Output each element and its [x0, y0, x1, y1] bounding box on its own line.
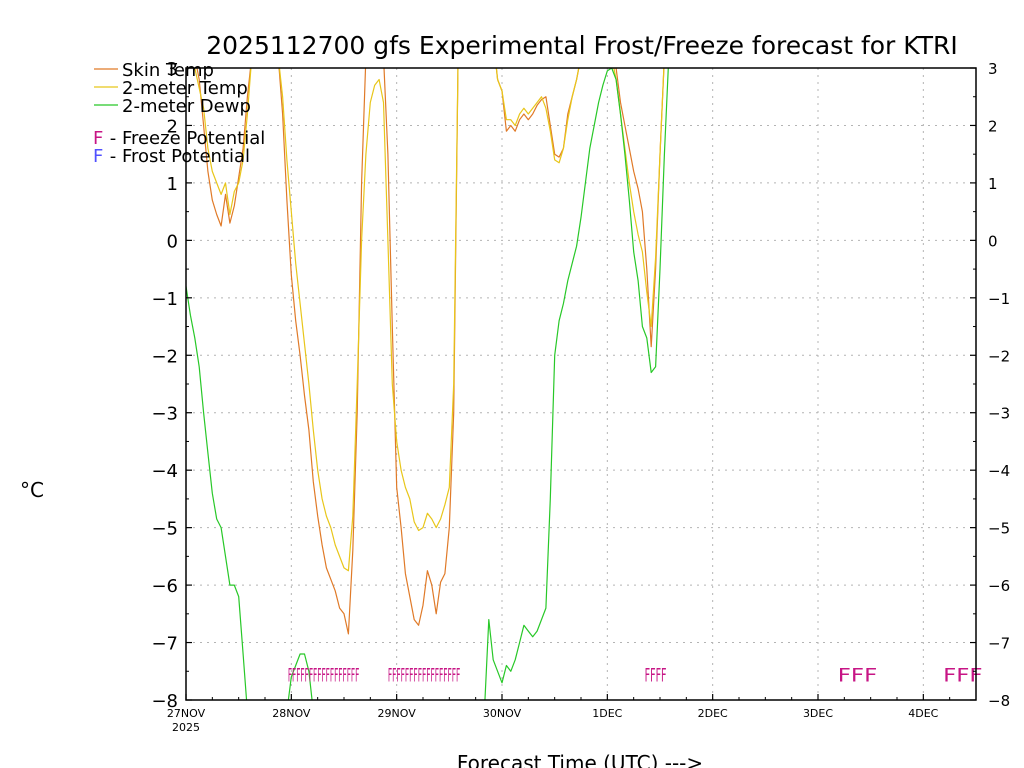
- freeze-markers: FFFFFFFFFFFFFFFFF FFFFFFFFFFFFFFFFF FFFF FF…: [288, 664, 983, 686]
- y-tick-label-left: 3: [167, 59, 178, 80]
- y-tick-label-left: 0: [167, 231, 178, 252]
- y-tick-label-right: −2: [988, 347, 1010, 365]
- x-tick-label: 3DEC: [803, 707, 833, 720]
- y-tick-label-right: 3: [988, 60, 998, 78]
- y-tick-label-left: −4: [151, 461, 178, 482]
- y-tick-label-left: −2: [151, 346, 178, 367]
- freeze-marker-group: FFF: [838, 664, 878, 686]
- y-tick-label-left: 2: [167, 116, 178, 137]
- y-tick-label-right: −4: [988, 462, 1010, 480]
- freeze-marker-group: FFFFFFFFFFFFFFFFF: [388, 664, 460, 686]
- legend-label-skin-temp: Skin Temp: [122, 60, 214, 81]
- legend: Skin Temp 2-meter Temp 2-meter Dewp F - …: [93, 60, 265, 167]
- x-tick-label: 28NOV: [272, 707, 311, 720]
- x-tick-label: 2DEC: [698, 707, 728, 720]
- y-tick-label-right: 0: [988, 232, 998, 250]
- y-tick-label-right: −6: [988, 577, 1010, 595]
- series-line-2-meter-temp: [194, 68, 665, 572]
- legend-frost-symbol: F: [93, 146, 103, 167]
- y-tick-label-left: −3: [151, 404, 178, 425]
- y-tick-label-right: −1: [988, 290, 1010, 308]
- y-tick-label-right: −8: [988, 692, 1010, 710]
- axes-ticks: −8 −8 −7 −7 −6 −6 −5 −5 −4 −4 −3 −3 −2 −2 −1 −1 0 0 1 1 2 2 3 3…: [151, 59, 1010, 734]
- y-tick-label-left: −6: [151, 576, 178, 597]
- y-tick-label-right: 1: [988, 175, 998, 193]
- x-axis-label: Forecast Time (UTC) --->: [457, 751, 703, 768]
- y-tick-label-right: −5: [988, 520, 1010, 538]
- freeze-marker-group: FFFFFFFFFFFFFFFFF: [288, 664, 360, 686]
- freeze-marker-group: FFFF: [645, 664, 667, 686]
- legend-freeze-symbol: F: [93, 128, 103, 149]
- y-tick-label-left: −1: [151, 289, 178, 310]
- y-tick-label-right: −7: [988, 635, 1010, 653]
- freeze-marker-group: FFF: [943, 664, 983, 686]
- series-line-2-meter-dewp: [186, 68, 669, 700]
- legend-freeze-label: - Freeze Potential: [104, 128, 265, 149]
- x-tick-label: 30NOV: [483, 707, 522, 720]
- x-tick-label: 4DEC: [908, 707, 938, 720]
- x-tick-sublabel: 2025: [172, 721, 200, 734]
- y-tick-label-left: −7: [151, 634, 178, 655]
- y-axis-label: °C: [20, 478, 44, 502]
- chart-title: 2025112700 gfs Experimental Frost/Freeze…: [206, 31, 957, 60]
- y-tick-label-right: −3: [988, 405, 1010, 423]
- x-tick-label: 29NOV: [378, 707, 417, 720]
- x-tick-label: 27NOV: [167, 707, 206, 720]
- y-tick-label-left: −5: [151, 519, 178, 540]
- grid-lines: [186, 68, 976, 700]
- legend-frost-label: - Frost Potential: [104, 146, 250, 167]
- legend-label-2m-temp: 2-meter Temp: [122, 78, 248, 99]
- series-lines: [186, 68, 669, 700]
- y-tick-label-right: 2: [988, 117, 998, 135]
- legend-label-2m-dewp: 2-meter Dewp: [122, 96, 251, 117]
- y-tick-label-left: 1: [167, 174, 178, 195]
- x-tick-label: 1DEC: [592, 707, 622, 720]
- y-tick-label-left: −8: [151, 691, 178, 712]
